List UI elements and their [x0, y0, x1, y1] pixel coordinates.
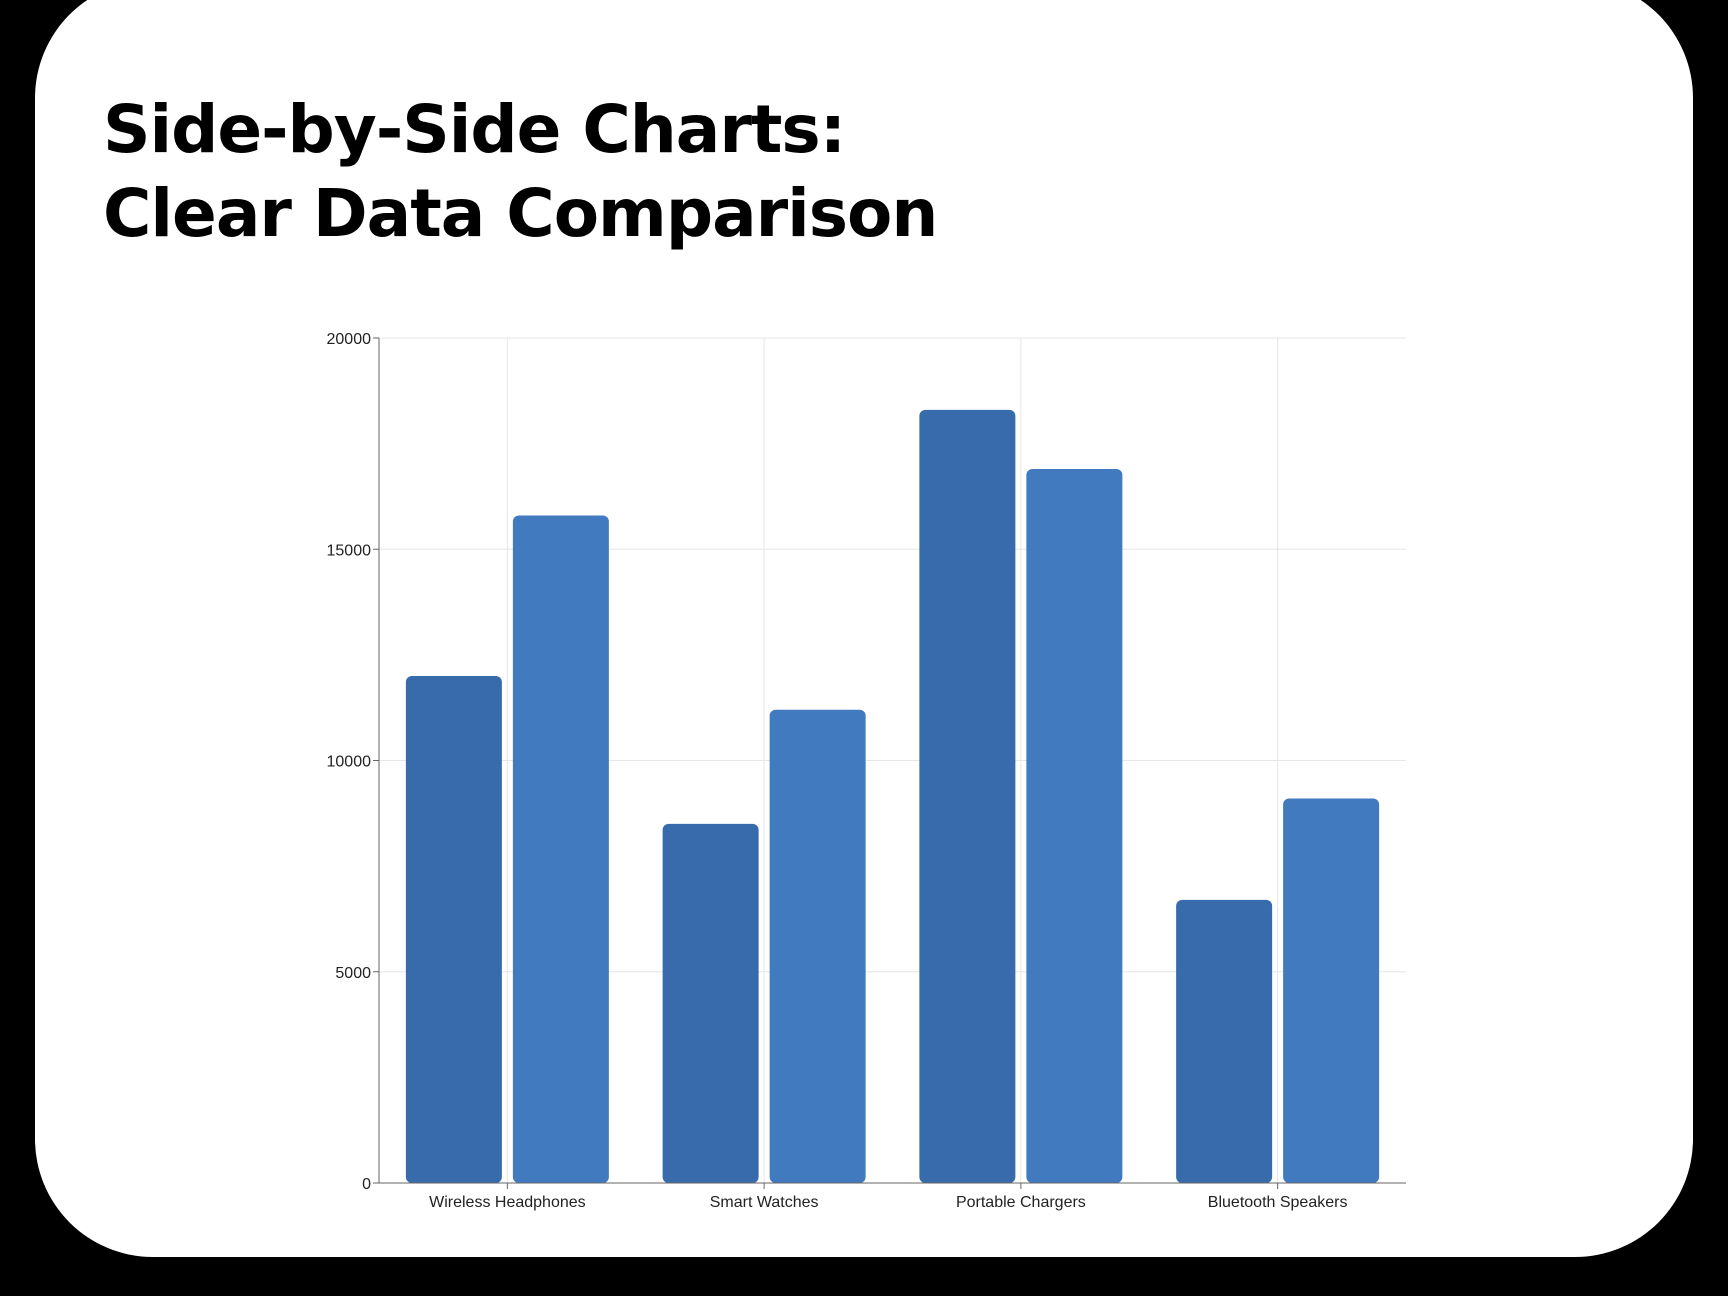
bar	[512, 515, 609, 1183]
bar	[1176, 899, 1273, 1183]
bar	[919, 409, 1016, 1183]
axes	[373, 337, 1406, 1189]
title-line-1: Side-by-Side Charts:	[103, 91, 846, 168]
x-tick-label: Portable Chargers	[956, 1194, 1086, 1211]
tick-labels: 0 5000 10000 15000 20000 Wireless Headphones S…	[327, 331, 1348, 1211]
y-tick-label: 5000	[335, 965, 371, 982]
bars	[405, 409, 1380, 1184]
x-tick-label: Wireless Headphones	[429, 1194, 586, 1211]
page-title: Side-by-Side Charts: Clear Data Comparis…	[103, 88, 938, 256]
bar	[1283, 798, 1380, 1183]
y-tick-label: 15000	[327, 542, 372, 559]
bar	[662, 823, 759, 1183]
y-tick-label: 0	[362, 1176, 371, 1193]
y-tick-label: 10000	[327, 754, 372, 771]
y-tick-label: 20000	[327, 331, 372, 348]
x-tick-label: Smart Watches	[710, 1194, 819, 1211]
x-tick-label: Bluetooth Speakers	[1208, 1194, 1348, 1211]
bar	[405, 676, 502, 1183]
bar	[769, 709, 866, 1183]
title-line-2: Clear Data Comparison	[103, 175, 938, 252]
bar	[1026, 468, 1123, 1184]
